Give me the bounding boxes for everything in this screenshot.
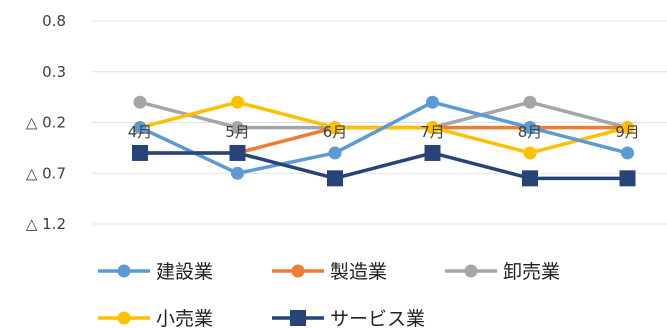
data-point xyxy=(327,170,343,187)
data-point xyxy=(328,146,342,160)
data-point xyxy=(621,146,634,160)
y-axis-tick-labels: 0.8 0.3 △ 0.2 △ 0.7 △ 1.2 xyxy=(26,12,66,233)
legend-swatch-marker xyxy=(290,310,306,326)
x-tick-label: 4月 xyxy=(128,123,153,141)
y-tick-label: △ 1.2 xyxy=(26,215,66,233)
data-point xyxy=(328,121,342,135)
legend-item: 小売業 xyxy=(98,308,213,328)
data-point xyxy=(132,144,148,161)
data-point xyxy=(133,121,147,135)
y-tick-label: △ 0.7 xyxy=(26,164,66,182)
legend-label: 製造業 xyxy=(330,261,387,283)
data-point xyxy=(522,170,538,187)
legend-item: 製造業 xyxy=(272,261,387,283)
y-tick-label: 0.8 xyxy=(42,12,66,30)
data-point xyxy=(523,95,537,109)
data-point xyxy=(231,166,244,180)
x-tick-label: 9月 xyxy=(615,123,640,141)
data-point xyxy=(621,121,634,135)
data-point xyxy=(424,144,441,161)
data-point xyxy=(426,95,439,109)
legend-item: 建設業 xyxy=(98,261,213,283)
series-サービス業 xyxy=(132,144,636,187)
data-point xyxy=(619,170,636,187)
series-line xyxy=(138,125,630,155)
x-tick-label: 8月 xyxy=(518,123,543,141)
series-line xyxy=(138,100,630,130)
series-建設業 xyxy=(133,95,634,180)
legend-item: 卸売業 xyxy=(445,261,560,283)
grid-lines xyxy=(92,20,667,225)
data-point xyxy=(523,146,537,160)
legend-swatch-marker xyxy=(117,311,131,325)
data-point xyxy=(523,121,537,135)
data-point xyxy=(133,95,147,109)
series-line xyxy=(138,100,630,175)
data-point xyxy=(231,121,244,135)
y-tick-label: △ 0.2 xyxy=(26,114,66,132)
legend-label: 小売業 xyxy=(156,308,213,328)
data-point xyxy=(231,95,244,109)
data-point xyxy=(426,121,439,135)
legend-label: 建設業 xyxy=(156,261,213,283)
data-series xyxy=(132,95,636,187)
x-tick-label: 7月 xyxy=(420,123,445,141)
y-tick-label: 0.3 xyxy=(42,63,66,81)
data-point xyxy=(229,144,246,161)
legend-label: サービス業 xyxy=(330,308,425,328)
x-axis-tick-labels: 4月 5月 6月 7月 8月 9月 xyxy=(128,123,640,141)
legend-swatch-marker xyxy=(291,264,305,278)
series-line xyxy=(138,151,630,181)
x-tick-label: 6月 xyxy=(323,123,348,141)
legend-swatch-marker xyxy=(117,264,131,278)
legend-item: サービス業 xyxy=(272,308,425,328)
legend-label: 卸売業 xyxy=(503,261,560,283)
legend-swatch-marker xyxy=(464,264,478,278)
x-tick-label: 5月 xyxy=(225,123,250,141)
